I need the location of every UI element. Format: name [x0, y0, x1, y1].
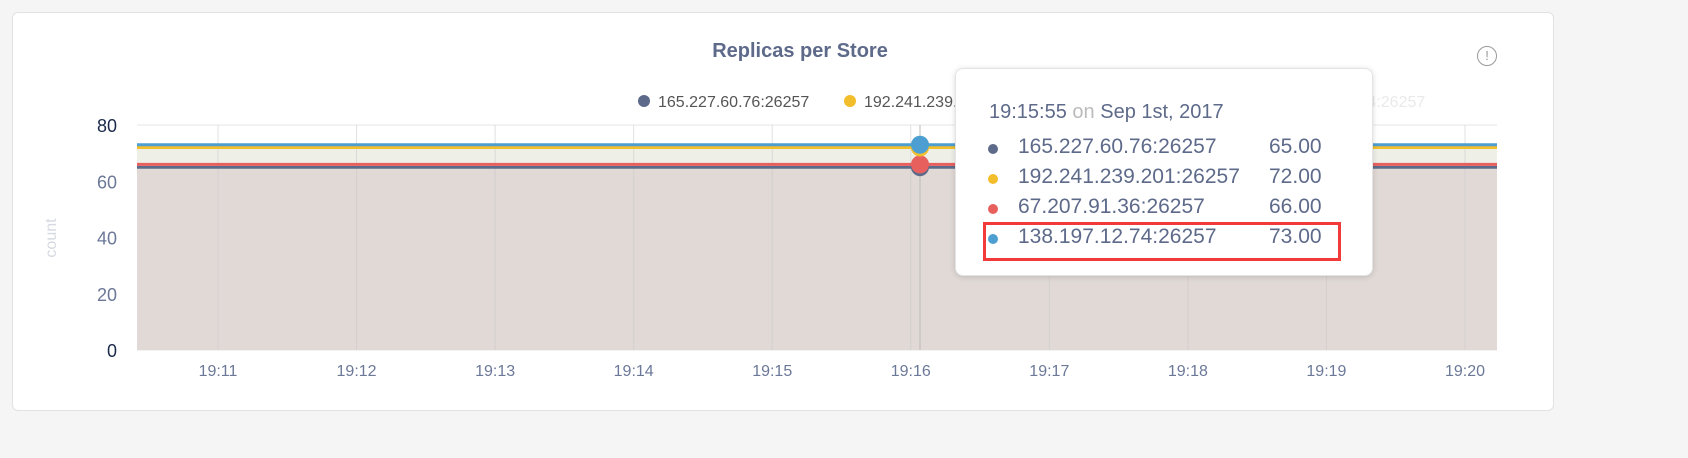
tooltip-label: 138.197.12.74:26257 [1018, 225, 1217, 248]
x-tick-label: 19:11 [199, 363, 238, 380]
tooltip-value: 73.00 [1269, 225, 1322, 248]
series-dot-icon [988, 234, 998, 244]
tooltip-value: 66.00 [1269, 195, 1322, 218]
legend-dot-icon [844, 95, 856, 107]
x-tick-label: 19:12 [337, 363, 377, 380]
y-tick-label: 80 [97, 116, 117, 136]
tooltip-date: Sep 1st, 2017 [1100, 101, 1224, 123]
y-axis-label: count [43, 218, 60, 258]
x-tick-label: 19:18 [1168, 363, 1208, 380]
legend-dot-icon [638, 95, 650, 107]
y-tick-label: 0 [107, 341, 117, 361]
x-tick-label: 19:19 [1306, 363, 1346, 380]
y-tick-label: 60 [97, 172, 117, 192]
x-tick-label: 19:16 [891, 363, 931, 380]
x-tick-label: 19:20 [1445, 363, 1485, 380]
y-tick-label: 40 [97, 229, 117, 249]
series-dot-icon [988, 204, 998, 214]
hover-point [911, 155, 929, 174]
tooltip-label: 165.227.60.76:26257 [1018, 135, 1217, 158]
tooltip-time: 19:15:55 [989, 101, 1067, 123]
chart-title: Replicas per Store [712, 40, 888, 62]
tooltip-row: 165.227.60.76:26257 65.00 [984, 135, 1344, 165]
tooltip-label: 192.241.239.201:26257 [1018, 165, 1240, 188]
x-tick-label: 19:15 [752, 363, 792, 380]
tooltip-row: 192.241.239.201:26257 72.00 [984, 165, 1344, 195]
x-tick-label: 19:13 [475, 363, 515, 380]
series-dot-icon [988, 144, 998, 154]
tooltip-value: 72.00 [1269, 165, 1322, 188]
tooltip-label: 67.207.91.36:26257 [1018, 195, 1205, 218]
exclamation-circle-icon[interactable]: ! [1477, 46, 1497, 66]
hover-point [911, 135, 929, 154]
tooltip: 19:15:55 on Sep 1st, 2017 165.227.60.76:… [955, 68, 1373, 276]
tooltip-value: 65.00 [1269, 135, 1322, 158]
y-tick-label: 20 [97, 285, 117, 305]
x-tick-label: 19:14 [614, 363, 654, 380]
tooltip-row: 138.197.12.74:26257 73.00 [984, 225, 1344, 255]
x-tick-label: 19:17 [1029, 363, 1069, 380]
tooltip-on: on [1072, 101, 1095, 123]
tooltip-header: 19:15:55 on Sep 1st, 2017 [989, 101, 1224, 124]
tooltip-row: 67.207.91.36:26257 66.00 [984, 195, 1344, 225]
series-dot-icon [988, 174, 998, 184]
highlight-box [983, 222, 1341, 261]
legend-item: 165.227.60.76:26257 [658, 94, 809, 111]
